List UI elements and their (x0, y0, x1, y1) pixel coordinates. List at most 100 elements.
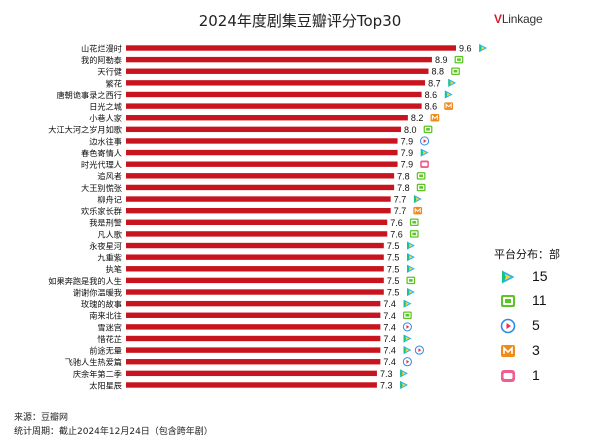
category-label: 凡人歌 (97, 229, 122, 239)
value-label: 7.5 (387, 241, 400, 251)
vlinkage-logo: VLinkage (494, 12, 543, 26)
category-label: 前途无量 (89, 346, 122, 356)
category-label: 欢乐家长群 (81, 206, 122, 216)
iqiyi-icon (416, 172, 426, 180)
category-label: 小巷人家 (89, 113, 122, 123)
value-label: 7.5 (387, 253, 400, 263)
iqiyi-icon (406, 276, 416, 285)
bar (126, 207, 391, 214)
legend-item-youku: 5 (500, 317, 590, 337)
logo-rest: Linkage (501, 12, 543, 26)
value-label: 8.8 (432, 67, 445, 77)
category-label: 追风者 (97, 171, 122, 181)
tencent-icon (407, 241, 415, 250)
bar (126, 382, 377, 388)
value-label: 7.8 (397, 171, 410, 181)
mango-icon (413, 206, 423, 215)
bar (126, 254, 384, 260)
category-label: 春色寄情人 (81, 148, 122, 158)
logo-v: V (494, 12, 502, 26)
bar (126, 56, 432, 63)
tencent-icon (444, 90, 453, 99)
bar (126, 277, 384, 284)
bilibili-icon (420, 160, 429, 168)
mango-icon (430, 113, 440, 122)
value-label: 8.2 (411, 113, 424, 123)
bar (126, 138, 398, 144)
legend-count-mango: 3 (532, 342, 540, 358)
bar (126, 196, 391, 202)
tencent-icon (400, 369, 408, 378)
value-label: 7.4 (383, 311, 396, 321)
bar (126, 231, 388, 237)
category-label: 庆余年第二季 (73, 369, 122, 379)
legend-count-iqiyi: 11 (532, 292, 547, 308)
legend-count-tencent: 15 (532, 268, 548, 284)
tencent-icon (413, 194, 422, 204)
value-label: 7.7 (394, 206, 407, 216)
youku-icon (402, 322, 412, 332)
value-label: 7.4 (383, 357, 396, 367)
mango-tv-icon (501, 345, 515, 357)
value-label: 7.4 (383, 322, 396, 332)
value-label: 7.3 (380, 369, 393, 379)
bilibili-icon (501, 370, 515, 382)
value-label: 7.6 (390, 218, 403, 228)
category-label: 大王别慌张 (81, 183, 122, 193)
chart-title: 2024年度剧集豆瓣评分Top30 (198, 12, 402, 30)
bar (126, 359, 381, 365)
category-label: 雪迷宫 (97, 322, 122, 332)
category-label: 时光代理人 (81, 160, 122, 170)
value-label: 7.6 (390, 229, 403, 239)
youku-icon (414, 345, 424, 355)
value-label: 8.9 (435, 55, 448, 65)
bar (126, 347, 381, 353)
iqiyi-icon (451, 67, 460, 75)
value-label: 7.9 (401, 160, 414, 170)
value-label: 7.9 (401, 148, 414, 158)
legend-item-tencent: 15 (500, 268, 590, 288)
category-label: 我的阿勒泰 (81, 55, 122, 65)
value-label: 7.5 (387, 288, 400, 298)
category-label: 惜花芷 (97, 334, 122, 344)
legend-title: 平台分布：部 (494, 248, 560, 261)
category-label: 我是刑警 (89, 218, 122, 228)
category-label: 天行健 (97, 67, 122, 77)
iqiyi-icon (416, 183, 426, 192)
iqiyi-icon (409, 218, 419, 227)
tencent-icon (403, 346, 412, 355)
category-label: 永夜星河 (89, 241, 122, 251)
category-label: 谢谢你温暖我 (73, 287, 122, 297)
bar (126, 149, 398, 156)
value-label: 7.5 (387, 264, 400, 274)
tencent-icon (403, 299, 412, 308)
category-label: 玫瑰的故事 (81, 299, 122, 309)
legend-count-bilibili: 1 (532, 367, 540, 383)
tencent-icon (407, 264, 415, 273)
category-label: 边水往事 (89, 136, 122, 146)
bar (126, 126, 401, 133)
bar (126, 80, 426, 86)
bar (126, 219, 388, 225)
tencent-icon (403, 334, 412, 343)
tencent-icon (479, 43, 488, 53)
platform-legend: 平台分布：部 15 11 5 3 1 (494, 246, 594, 383)
category-label: 日光之城 (89, 102, 122, 112)
category-label: 执笔 (106, 264, 122, 274)
value-label: 8.7 (428, 78, 441, 88)
value-label: 7.8 (397, 183, 410, 193)
bar (126, 266, 384, 272)
footer-period: 统计周期：截止2024年12月24日（包含跨年剧） (14, 427, 213, 437)
legend-item-iqiyi: 11 (500, 292, 590, 312)
category-label: 太阳星辰 (89, 380, 122, 390)
category-label: 大江大河之岁月如歌 (48, 125, 123, 135)
iqiyi-icon (403, 311, 412, 320)
tencent-video-icon (502, 270, 515, 284)
footer-source: 来源：豆瓣网 (14, 413, 69, 423)
bar (126, 115, 408, 121)
tencent-icon (407, 287, 415, 297)
category-label: 飞驰人生热爱篇 (65, 357, 122, 367)
value-label: 7.5 (387, 276, 400, 286)
tencent-icon (420, 148, 429, 157)
category-label: 柳舟记 (97, 194, 122, 204)
